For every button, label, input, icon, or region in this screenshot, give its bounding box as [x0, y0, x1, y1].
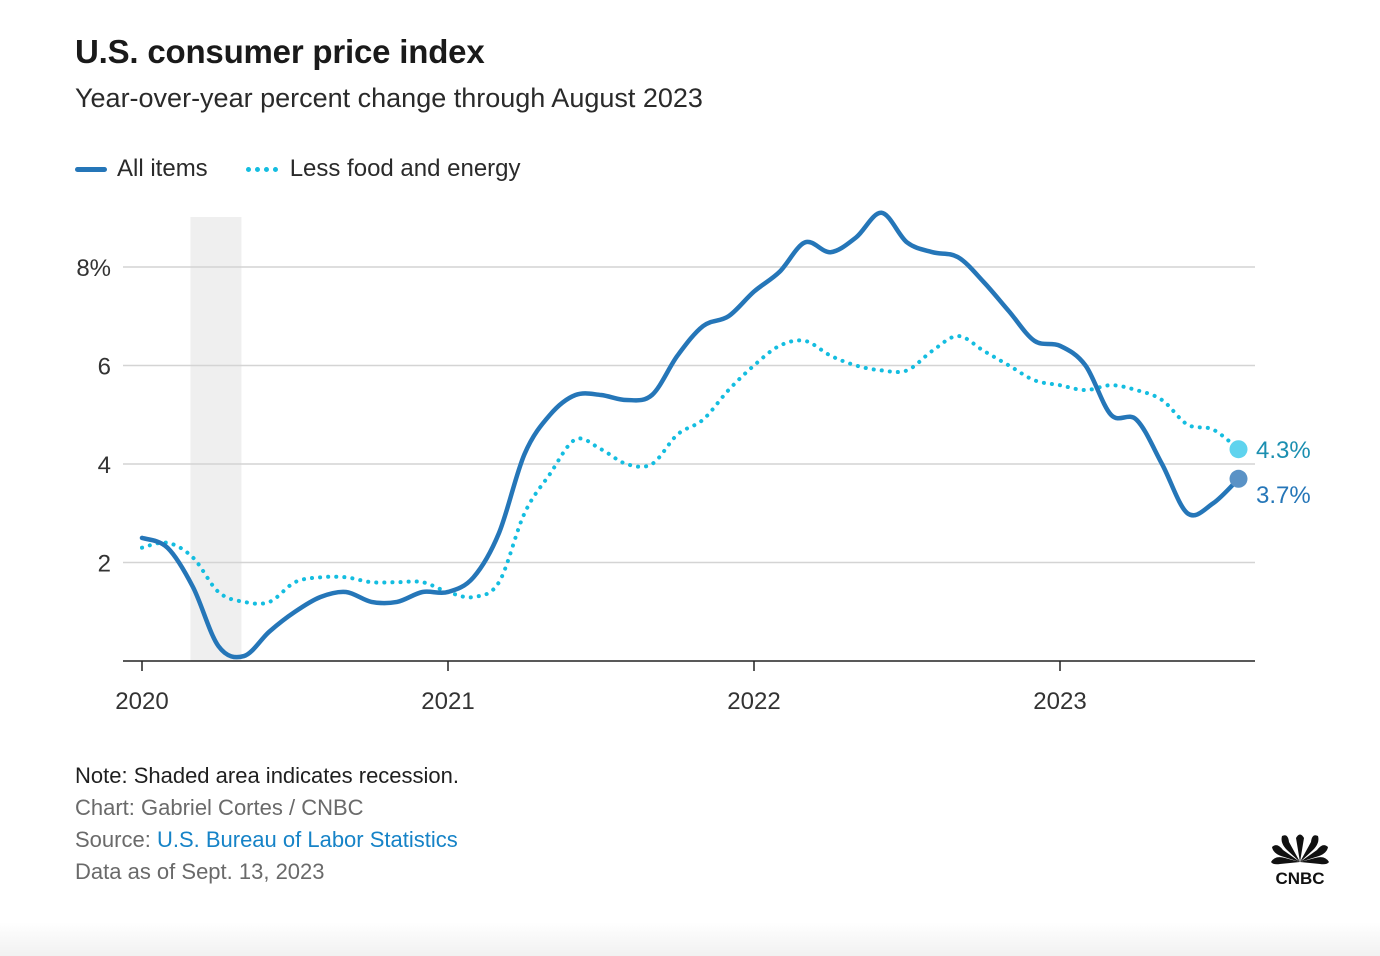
x-tick-label: 2023: [1033, 688, 1086, 715]
peacock-icon: CNBC: [1271, 834, 1329, 888]
line-chart: 2 4 6 8% 2020 2021 2022 2023 4.3% 3.7%: [76, 210, 1311, 715]
legend-label-all-items: All items: [117, 155, 208, 182]
logo-text: CNBC: [1275, 869, 1324, 888]
y-tick-label: 6: [98, 354, 111, 381]
x-tick-label: 2021: [421, 688, 474, 715]
source-line: Source: U.S. Bureau of Labor Statistics: [75, 824, 459, 856]
source-label: Source:: [75, 827, 157, 852]
legend-item-core: Less food and energy: [245, 155, 521, 183]
chart-credit: Chart: Gabriel Cortes / CNBC: [75, 795, 364, 820]
x-tick-label: 2022: [727, 688, 780, 715]
end-marker-less-food-and-energy: [1229, 440, 1248, 459]
series-line-all-items: [139, 210, 1241, 660]
y-tick-label: 8%: [76, 255, 111, 282]
legend-swatch-dotted: [245, 166, 278, 172]
recession-band: [190, 217, 242, 661]
end-label-all-items: 3.7%: [1256, 482, 1311, 509]
legend-label-core: Less food and energy: [289, 155, 521, 182]
chart-legend: All items Less food and energy: [75, 155, 559, 183]
end-marker-all-items: [1229, 469, 1248, 488]
legend-item-all-items: All items: [75, 155, 208, 183]
recession-note: Note: Shaded area indicates recession.: [75, 763, 460, 788]
x-tick-label: 2020: [115, 688, 168, 715]
chart-notes: Note: Shaded area indicates recession. C…: [75, 760, 459, 888]
source-link[interactable]: U.S. Bureau of Labor Statistics: [156, 827, 458, 852]
series-line-less-food-and-energy: [140, 333, 1241, 606]
data-as-of: Data as of Sept. 13, 2023: [75, 859, 325, 884]
chart-subtitle: Year-over-year percent change through Au…: [75, 83, 703, 113]
legend-swatch-solid: [75, 166, 107, 172]
y-tick-label: 4: [98, 452, 111, 479]
bottom-band: [0, 922, 1380, 956]
chart-title: U.S. consumer price index: [75, 33, 485, 70]
y-tick-label: 2: [98, 551, 111, 578]
end-label-less-food-and-energy: 4.3%: [1256, 437, 1311, 464]
